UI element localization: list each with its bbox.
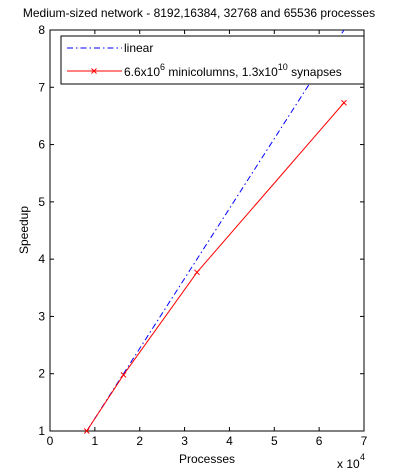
data-point-marker	[341, 99, 347, 106]
x-tick-label: 5	[271, 434, 278, 448]
data-point-marker	[83, 428, 90, 434]
x-multiplier-exponent: 4	[360, 452, 365, 462]
y-tick-label: 5	[38, 195, 45, 209]
plot-area	[49, 29, 365, 432]
x-tick-label: 3	[181, 434, 188, 448]
x-multiplier-base: x 10	[337, 457, 360, 471]
legend-minicolumns-label: 6.6x106 minicolumns, 1.3x1010 synapses	[124, 62, 342, 79]
chart-title: Medium-sized network - 8192,16384, 32768…	[23, 6, 375, 20]
x-tick-label: 6	[316, 434, 323, 448]
legend-part-5: synapses	[288, 65, 342, 79]
x-tick-label: 7	[361, 434, 368, 448]
legend-part-1: 6.6x10	[124, 65, 160, 79]
series-line-1	[86, 102, 345, 431]
x-tick-label: 0	[47, 434, 54, 448]
x-multiplier: x 10 4	[337, 452, 365, 471]
series-layer	[83, 30, 347, 434]
x-axis-label: Processes	[179, 452, 235, 466]
legend: linear 6.6x106 minicolumns, 1.3x1010 syn…	[60, 35, 365, 85]
data-point-marker	[194, 269, 200, 276]
legend-part-3: minicolumns, 1.3x10	[165, 65, 278, 79]
legend-part-4: 10	[278, 62, 288, 72]
y-tick-label: 4	[38, 252, 45, 266]
y-tick-label: 7	[38, 80, 45, 94]
y-tick-label: 3	[38, 309, 45, 323]
x-tick-label: 4	[226, 434, 233, 448]
y-tick-label: 8	[38, 23, 45, 37]
series-line-0	[86, 30, 345, 431]
legend-linear-label: linear	[124, 41, 153, 55]
y-tick-label: 6	[38, 138, 45, 152]
data-point-marker	[120, 372, 127, 378]
x-tick-label: 1	[92, 434, 99, 448]
legend-box	[60, 35, 365, 85]
y-axis-label: Speedup	[17, 206, 31, 254]
legend-part-2: 6	[160, 62, 165, 72]
x-tick-label: 2	[136, 434, 143, 448]
legend-minicolumns-marker	[91, 68, 97, 74]
y-tick-label: 1	[38, 424, 45, 438]
y-tick-label: 2	[38, 367, 45, 381]
